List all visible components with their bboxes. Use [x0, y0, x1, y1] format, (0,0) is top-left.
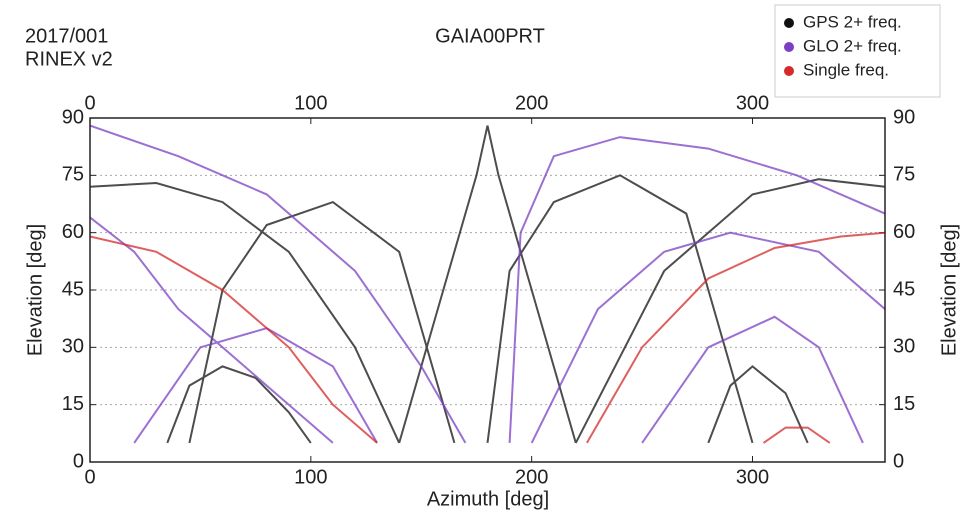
y2-tick-label: 15	[893, 393, 915, 415]
legend-label: GLO 2+ freq.	[803, 36, 902, 55]
format-label: RINEX v2	[25, 48, 113, 70]
y-tick-label: 45	[62, 278, 84, 300]
x-axis-label: Azimuth [deg]	[427, 488, 549, 510]
x-tick-label: 0	[84, 466, 95, 488]
legend-marker	[784, 18, 794, 28]
y2-tick-label: 75	[893, 164, 915, 186]
y-tick-label: 75	[62, 164, 84, 186]
y-tick-label: 0	[73, 450, 84, 472]
satellite-track	[89, 231, 886, 444]
x-tick-label: 300	[736, 466, 769, 488]
x2-tick-label: 200	[515, 92, 548, 114]
y-axis-label: Elevation [deg]	[24, 224, 46, 356]
satellite-track	[89, 125, 886, 444]
legend-label: Single freq.	[803, 60, 889, 79]
legend-marker	[784, 42, 794, 52]
x2-tick-label: 0	[84, 92, 95, 114]
x2-tick-label: 300	[736, 92, 769, 114]
x2-tick-label: 100	[294, 92, 327, 114]
y-tick-label: 15	[62, 393, 84, 415]
legend-box	[774, 4, 941, 98]
date-label: 2017/001	[25, 25, 108, 47]
y2-tick-label: 90	[893, 106, 915, 128]
y-tick-label: 90	[62, 106, 84, 128]
y-tick-label: 30	[62, 336, 84, 358]
legend-marker	[784, 66, 794, 76]
y2-axis-label: Elevation [deg]	[938, 224, 960, 356]
y2-tick-label: 60	[893, 221, 915, 243]
y2-tick-label: 30	[893, 336, 915, 358]
x-tick-label: 200	[515, 466, 548, 488]
chart-title: GAIA00PRT	[435, 25, 545, 47]
plot-frame	[89, 117, 886, 463]
y2-tick-label: 0	[893, 450, 904, 472]
y-tick-label: 60	[62, 221, 84, 243]
legend-label: GPS 2+ freq.	[803, 12, 902, 31]
x-tick-label: 100	[294, 466, 327, 488]
y2-tick-label: 45	[893, 278, 915, 300]
